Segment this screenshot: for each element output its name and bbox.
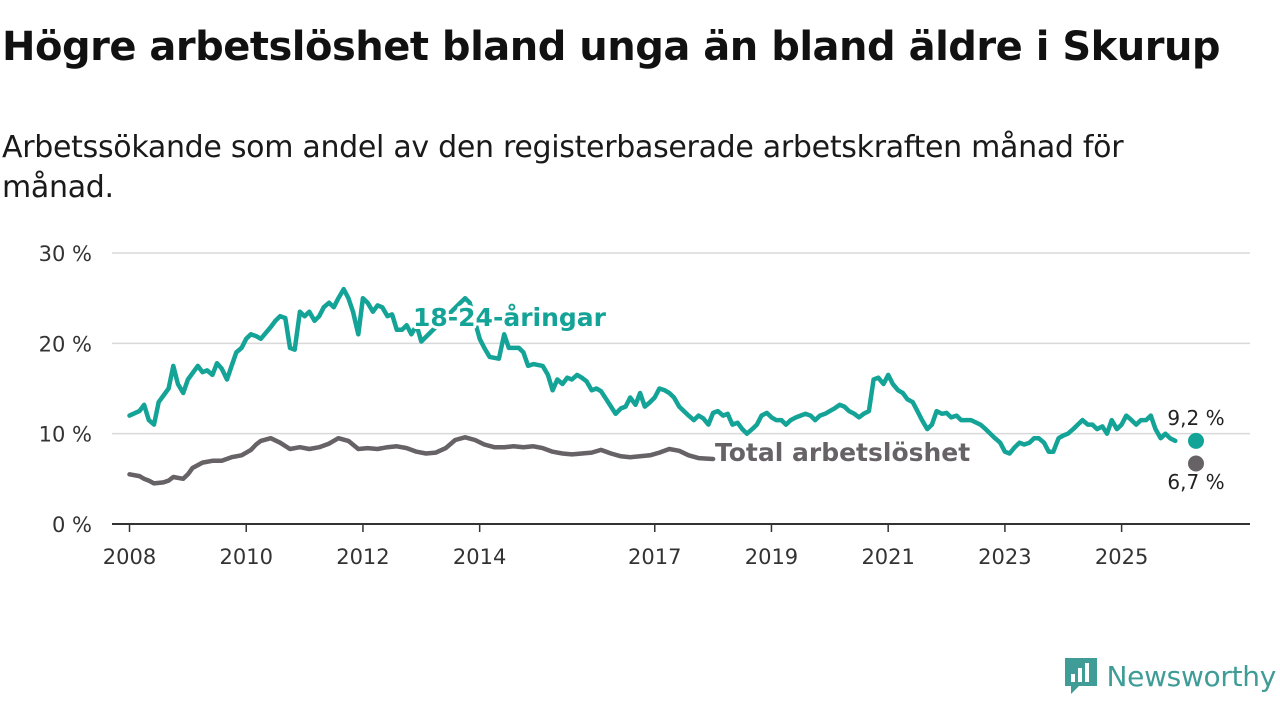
chart-title: Högre arbetslöshet bland unga än bland ä… <box>2 24 1221 70</box>
series-line-youth <box>127 286 1178 456</box>
x-tick-label: 2017 <box>628 545 681 569</box>
series-labels: 18-24-åringar Total arbetslöshet <box>410 300 973 470</box>
end-marker-youth <box>1188 432 1204 449</box>
y-axis: 0 % 10 % 20 % 30 % <box>39 242 92 537</box>
series-label-youth: 18-24-åringar <box>413 303 607 332</box>
end-marker-total <box>1188 455 1204 472</box>
x-tick-label: 2014 <box>453 545 506 569</box>
chart-subtitle: Arbetssökande som andel av den registerb… <box>2 130 1124 205</box>
x-tick-label: 2019 <box>745 545 798 569</box>
end-label-youth: 9,2 % <box>1167 406 1224 430</box>
y-tick-label: 30 % <box>39 242 92 266</box>
y-tick-label: 0 % <box>52 513 92 537</box>
x-axis: 2008 2010 2012 2014 2017 2019 2021 2023 2025 <box>103 523 1250 569</box>
brand-name: Newsworthy <box>1106 659 1277 693</box>
x-tick-label: 2021 <box>861 545 914 569</box>
x-tick-label: 2010 <box>219 545 272 569</box>
x-tick-label: 2023 <box>978 545 1031 569</box>
series-label-total: Total arbetslöshet <box>715 438 970 467</box>
x-tick-label: 2025 <box>1095 545 1148 569</box>
end-markers: 9,2 % 6,7 % <box>1167 406 1224 494</box>
y-tick-label: 10 % <box>39 423 92 447</box>
end-label-total: 6,7 % <box>1167 470 1224 494</box>
newsworthy-logo: Newsworthy <box>1063 656 1277 696</box>
gridlines <box>112 252 1250 435</box>
x-tick-label: 2012 <box>336 545 389 569</box>
x-tick-label: 2008 <box>103 545 156 569</box>
newsworthy-logo-icon <box>1064 658 1097 694</box>
y-tick-label: 20 % <box>39 332 92 356</box>
series-layer <box>127 286 1178 486</box>
series-line-total <box>127 435 716 486</box>
